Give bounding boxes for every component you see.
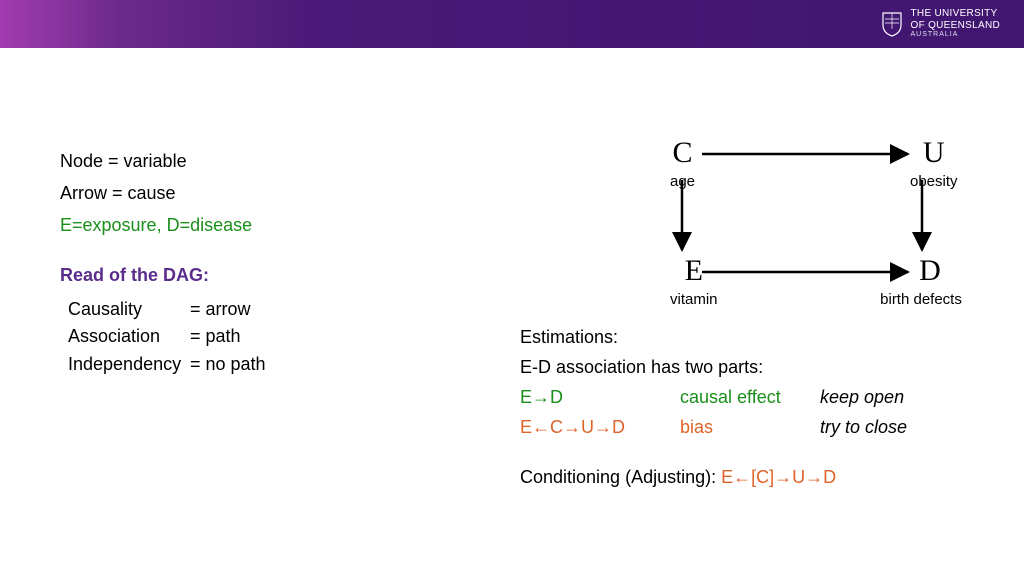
logo-sub: AUSTRALIA — [911, 31, 1000, 39]
def-arrow: Arrow = cause — [60, 180, 460, 208]
node-letter: D — [890, 256, 970, 286]
path-row: E→D causal effect keep open — [520, 384, 980, 412]
def-node: Node = variable — [60, 148, 460, 176]
dag-readings: Causality = arrow Association = path Ind… — [60, 296, 460, 380]
reading-key: Causality — [60, 296, 190, 324]
dag-diagram: C age U obesity E vitamin D birth defect… — [630, 138, 970, 318]
estim-title: Estimations: — [520, 324, 980, 352]
path-expr: E←C→U→D — [520, 414, 680, 442]
reading-val: = arrow — [190, 296, 251, 324]
left-panel: Node = variable Arrow = cause E=exposure… — [60, 148, 460, 379]
reading-val: = path — [190, 323, 241, 351]
logo-line1: THE UNIVERSITY — [911, 8, 1000, 20]
conditioning-expr: E←[C]→U→D — [721, 467, 836, 487]
logo-line2: OF QUEENSLAND — [911, 20, 1000, 32]
path-effect: bias — [680, 414, 820, 442]
definitions-block: Node = variable Arrow = cause E=exposure… — [60, 148, 460, 240]
estim-sub: E-D association has two parts: — [520, 354, 980, 382]
node-label: birth defects — [872, 288, 970, 311]
path-action: try to close — [820, 414, 907, 442]
path-row: E←C→U→D bias try to close — [520, 414, 980, 442]
path-action: keep open — [820, 384, 904, 412]
conditioning-label: Conditioning (Adjusting): — [520, 467, 721, 487]
path-effect: causal effect — [680, 384, 820, 412]
node-letter: U — [910, 138, 958, 168]
dag-node-U: U obesity — [910, 138, 958, 193]
university-logo: THE UNIVERSITY OF QUEENSLAND AUSTRALIA — [881, 8, 1000, 39]
node-label: obesity — [910, 170, 958, 193]
dag-node-E: E vitamin — [670, 256, 718, 311]
def-ed: E=exposure, D=disease — [60, 212, 460, 240]
node-label: age — [670, 170, 695, 193]
path-expr: E→D — [520, 384, 680, 412]
reading-row: Independency = no path — [60, 351, 460, 379]
slide-content: Node = variable Arrow = cause E=exposure… — [0, 48, 1024, 576]
reading-val: = no path — [190, 351, 266, 379]
reading-row: Causality = arrow — [60, 296, 460, 324]
header-bar: THE UNIVERSITY OF QUEENSLAND AUSTRALIA — [0, 0, 1024, 48]
reading-row: Association = path — [60, 323, 460, 351]
dag-node-D: D birth defects — [890, 256, 970, 311]
section-title: Read of the DAG: — [60, 262, 460, 290]
reading-key: Association — [60, 323, 190, 351]
node-label: vitamin — [670, 288, 718, 311]
conditioning-line: Conditioning (Adjusting): E←[C]→U→D — [520, 464, 980, 492]
crest-icon — [881, 11, 903, 37]
estimations-block: Estimations: E-D association has two par… — [520, 324, 980, 491]
right-panel: C age U obesity E vitamin D birth defect… — [520, 138, 980, 493]
node-letter: E — [670, 256, 718, 286]
node-letter: C — [670, 138, 695, 168]
reading-key: Independency — [60, 351, 190, 379]
dag-node-C: C age — [670, 138, 695, 193]
